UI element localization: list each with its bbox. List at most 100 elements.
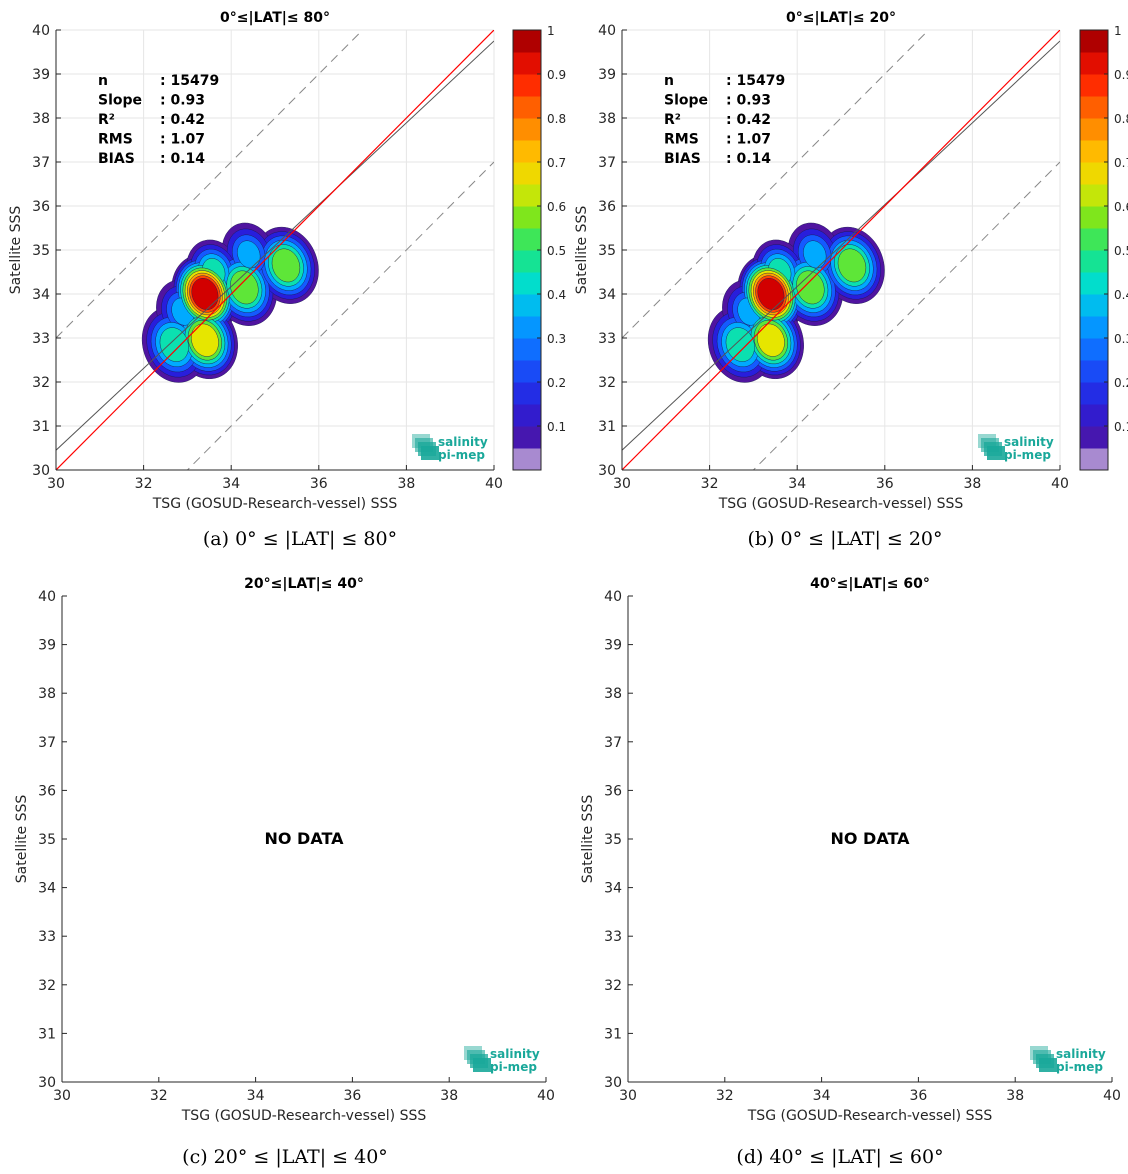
x-tick-label: 40 (537, 1088, 555, 1104)
y-tick-label: 39 (32, 67, 50, 83)
no-data-label: NO DATA (264, 829, 344, 848)
stat-label: n (664, 73, 674, 89)
stats-block: n: 15479 Slope: 0.93 R²: 0.42 RMS: 1.07 BIAS… (664, 73, 785, 167)
y-tick-label: 37 (38, 735, 56, 751)
colorbar-tick-label: 0.9 (1114, 68, 1128, 82)
x-tick-label: 40 (1051, 476, 1069, 492)
y-tick-label: 34 (598, 287, 616, 303)
data-layer (56, 30, 494, 470)
stat-label: BIAS (98, 151, 135, 167)
stat-label: RMS (98, 132, 133, 148)
x-axis-label: TSG (GOSUD-Research-vessel) SSS (152, 496, 398, 512)
stat-label: R² (664, 112, 681, 128)
y-tick-label: 31 (604, 1026, 622, 1042)
x-tick-label: 36 (310, 476, 328, 492)
y-tick-label: 39 (38, 638, 56, 654)
y-tick-label: 40 (32, 23, 50, 39)
density-contour (230, 270, 259, 305)
chart-panel-3: NO DATA 30 32 34 36 38 40 30 31 32 33 34 35 36 37 38 39 4… (580, 576, 1121, 1124)
stat-label: Slope (98, 93, 142, 109)
colorbar-tick-label: 0.3 (1114, 332, 1128, 346)
y-tick-label: 39 (604, 638, 622, 654)
y-tick-label: 35 (32, 243, 50, 259)
chart-panel-1: n: 15479 Slope: 0.93 R²: 0.42 RMS: 1.07 BIAS… (574, 10, 1128, 512)
y-tick-label: 35 (38, 832, 56, 848)
y-tick-label: 34 (604, 881, 622, 897)
colorbar-swatch (1080, 272, 1108, 295)
logo-line1: salinity (438, 435, 488, 449)
x-tick-label: 36 (343, 1088, 361, 1104)
chart-panel-2: NO DATA 30 32 34 36 38 40 30 31 32 33 34 35 36 37 38 39 4… (14, 576, 555, 1124)
chart-title: 0°≤|LAT|≤ 80° (220, 10, 330, 26)
x-tick-label: 38 (963, 476, 981, 492)
x-tick-label: 30 (613, 476, 631, 492)
y-tick-label: 31 (598, 419, 616, 435)
colorbar-tick-label: 0.8 (1114, 112, 1128, 126)
x-tick-label: 32 (716, 1088, 734, 1104)
colorbar-tick-label: 0.4 (1114, 288, 1128, 302)
stat-value: : 0.93 (160, 93, 205, 109)
x-tick-label: 30 (47, 476, 65, 492)
colorbar-tick-label: 1 (547, 24, 555, 38)
logo-line1: salinity (1056, 1047, 1106, 1061)
no-data-label: NO DATA (830, 829, 910, 848)
y-tick-label: 36 (598, 199, 616, 215)
x-tick-label: 40 (485, 476, 503, 492)
colorbar-swatch (1080, 118, 1108, 141)
x-tick-label: 30 (619, 1088, 637, 1104)
stat-label: RMS (664, 132, 699, 148)
density-contour (757, 278, 785, 310)
colorbar-tick-label: 0.6 (547, 200, 566, 214)
colorbar-swatch (1080, 74, 1108, 97)
chart-panel-0: n: 15479 Slope: 0.93 R²: 0.42 RMS: 1.07 BIAS… (8, 10, 566, 512)
y-tick-label: 37 (598, 155, 616, 171)
colorbar-swatch (513, 140, 541, 163)
y-tick-label: 40 (598, 23, 616, 39)
y-tick-label: 32 (32, 375, 50, 391)
density-contour (725, 327, 755, 362)
stat-value: : 1.07 (726, 132, 771, 148)
colorbar-swatch (1080, 184, 1108, 207)
colorbar-tick-label: 0.1 (1114, 420, 1128, 434)
colorbar-swatch (513, 96, 541, 119)
y-tick-label: 36 (38, 783, 56, 799)
colorbar-swatch (513, 118, 541, 141)
x-tick-label: 32 (135, 476, 153, 492)
x-tick-label: 34 (788, 476, 806, 492)
x-tick-label: 38 (1006, 1088, 1024, 1104)
colorbar-swatch (513, 316, 541, 339)
colorbar-swatch (1080, 162, 1108, 185)
colorbar-swatch (513, 272, 541, 295)
regression-line (622, 40, 1060, 451)
stat-value: : 0.14 (160, 151, 205, 167)
stat-label: BIAS (664, 151, 701, 167)
y-axis-label: Satellite SSS (14, 795, 30, 884)
colorbar-tick-label: 0.7 (1114, 156, 1128, 170)
colorbar-swatch (1080, 250, 1108, 273)
y-tick-label: 34 (32, 287, 50, 303)
y-tick-label: 32 (598, 375, 616, 391)
stat-label: R² (98, 112, 115, 128)
colorbar-swatch (1080, 338, 1108, 361)
density-contour (237, 240, 261, 269)
y-tick-label: 35 (598, 243, 616, 259)
lower-bound-line (752, 161, 1060, 470)
density-contour (191, 278, 219, 310)
x-tick-label: 32 (150, 1088, 168, 1104)
density-contour (191, 323, 219, 357)
colorbar-swatch (1080, 448, 1108, 471)
x-tick-label: 40 (1103, 1088, 1121, 1104)
y-tick-label: 36 (604, 783, 622, 799)
y-tick-label: 38 (32, 111, 50, 127)
logo-line2: pi-mep (438, 448, 485, 462)
y-axis-label: Satellite SSS (580, 795, 596, 884)
logo-line2: pi-mep (490, 1060, 537, 1074)
colorbar-swatch (513, 184, 541, 207)
stats-block: n: 15479 Slope: 0.93 R²: 0.42 RMS: 1.07 BIAS… (98, 73, 219, 167)
caption-b: (b) 0° ≤ |LAT| ≤ 20° (747, 528, 943, 550)
colorbar-swatch (513, 52, 541, 75)
